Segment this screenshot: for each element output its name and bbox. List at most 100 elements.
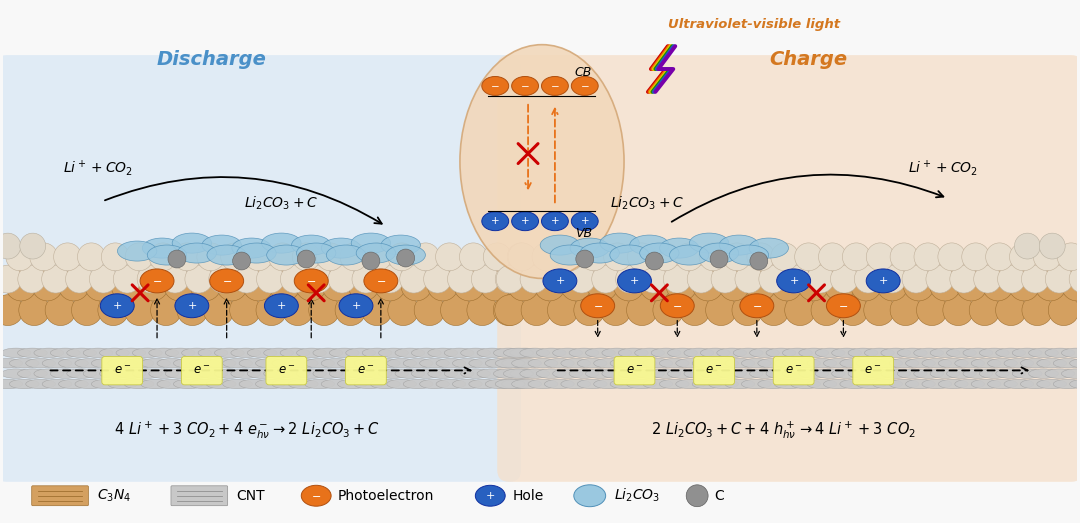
- Ellipse shape: [807, 358, 837, 368]
- Circle shape: [164, 270, 194, 301]
- Ellipse shape: [354, 358, 383, 368]
- Circle shape: [535, 270, 565, 301]
- Ellipse shape: [387, 358, 417, 368]
- Circle shape: [102, 243, 130, 271]
- Ellipse shape: [823, 358, 853, 368]
- Ellipse shape: [701, 348, 730, 358]
- FancyBboxPatch shape: [181, 357, 222, 385]
- Ellipse shape: [215, 348, 244, 358]
- Ellipse shape: [946, 348, 976, 358]
- Ellipse shape: [618, 269, 651, 293]
- Ellipse shape: [635, 369, 664, 378]
- Ellipse shape: [157, 358, 187, 368]
- Ellipse shape: [264, 369, 294, 378]
- Text: VB: VB: [575, 226, 592, 240]
- Circle shape: [902, 265, 930, 293]
- Ellipse shape: [100, 294, 134, 317]
- Circle shape: [362, 252, 380, 270]
- Text: $+$: $+$: [351, 300, 361, 311]
- Ellipse shape: [510, 369, 540, 378]
- Ellipse shape: [370, 358, 401, 368]
- Ellipse shape: [92, 358, 121, 368]
- Ellipse shape: [26, 379, 55, 389]
- Circle shape: [646, 252, 663, 270]
- Ellipse shape: [580, 243, 619, 263]
- Ellipse shape: [247, 348, 278, 358]
- Circle shape: [795, 243, 823, 271]
- Ellipse shape: [339, 294, 373, 317]
- Circle shape: [917, 295, 947, 325]
- Ellipse shape: [322, 238, 361, 258]
- Ellipse shape: [280, 369, 310, 378]
- Text: $-$: $-$: [490, 81, 500, 90]
- Circle shape: [573, 295, 605, 325]
- Circle shape: [428, 270, 458, 301]
- Circle shape: [711, 265, 739, 293]
- Ellipse shape: [133, 348, 162, 358]
- Ellipse shape: [692, 358, 723, 368]
- Circle shape: [257, 265, 284, 293]
- Ellipse shape: [313, 369, 342, 378]
- Ellipse shape: [742, 379, 771, 389]
- Ellipse shape: [670, 245, 708, 265]
- Ellipse shape: [708, 379, 739, 389]
- Ellipse shape: [460, 44, 624, 278]
- Ellipse shape: [288, 358, 319, 368]
- Ellipse shape: [758, 379, 787, 389]
- Circle shape: [203, 295, 234, 325]
- Ellipse shape: [626, 379, 657, 389]
- Circle shape: [269, 243, 296, 271]
- Circle shape: [639, 265, 667, 293]
- Ellipse shape: [444, 369, 474, 378]
- Circle shape: [723, 243, 751, 271]
- Circle shape: [866, 243, 894, 271]
- Ellipse shape: [512, 379, 541, 389]
- Ellipse shape: [750, 348, 780, 358]
- Circle shape: [125, 243, 153, 271]
- Ellipse shape: [864, 348, 894, 358]
- FancyBboxPatch shape: [171, 486, 228, 506]
- Circle shape: [758, 295, 789, 325]
- Circle shape: [675, 243, 703, 271]
- Circle shape: [401, 270, 432, 301]
- Circle shape: [149, 243, 177, 271]
- Circle shape: [208, 265, 237, 293]
- Ellipse shape: [594, 358, 623, 368]
- Ellipse shape: [10, 358, 39, 368]
- Ellipse shape: [660, 294, 694, 317]
- Circle shape: [663, 265, 691, 293]
- Ellipse shape: [1078, 369, 1080, 378]
- Ellipse shape: [351, 233, 391, 253]
- Circle shape: [348, 270, 379, 301]
- Circle shape: [1062, 270, 1080, 301]
- Ellipse shape: [578, 358, 607, 368]
- Ellipse shape: [206, 379, 237, 389]
- Ellipse shape: [1, 369, 31, 378]
- Circle shape: [1009, 270, 1040, 301]
- Circle shape: [98, 295, 129, 325]
- Ellipse shape: [362, 348, 392, 358]
- Circle shape: [375, 270, 405, 301]
- Ellipse shape: [124, 379, 154, 389]
- Ellipse shape: [92, 379, 121, 389]
- Ellipse shape: [411, 369, 442, 378]
- Ellipse shape: [528, 379, 558, 389]
- Circle shape: [494, 295, 524, 325]
- Ellipse shape: [17, 348, 48, 358]
- Circle shape: [732, 295, 762, 325]
- Ellipse shape: [496, 379, 525, 389]
- Ellipse shape: [280, 348, 310, 358]
- Circle shape: [484, 243, 511, 271]
- Ellipse shape: [519, 348, 550, 358]
- Circle shape: [811, 295, 842, 325]
- Ellipse shape: [602, 369, 632, 378]
- Text: $-$: $-$: [593, 300, 603, 310]
- Circle shape: [699, 243, 727, 271]
- Circle shape: [692, 270, 724, 301]
- Circle shape: [851, 270, 881, 301]
- Ellipse shape: [503, 348, 534, 358]
- Ellipse shape: [667, 348, 698, 358]
- Ellipse shape: [461, 348, 490, 358]
- Circle shape: [423, 265, 451, 293]
- Ellipse shape: [914, 348, 944, 358]
